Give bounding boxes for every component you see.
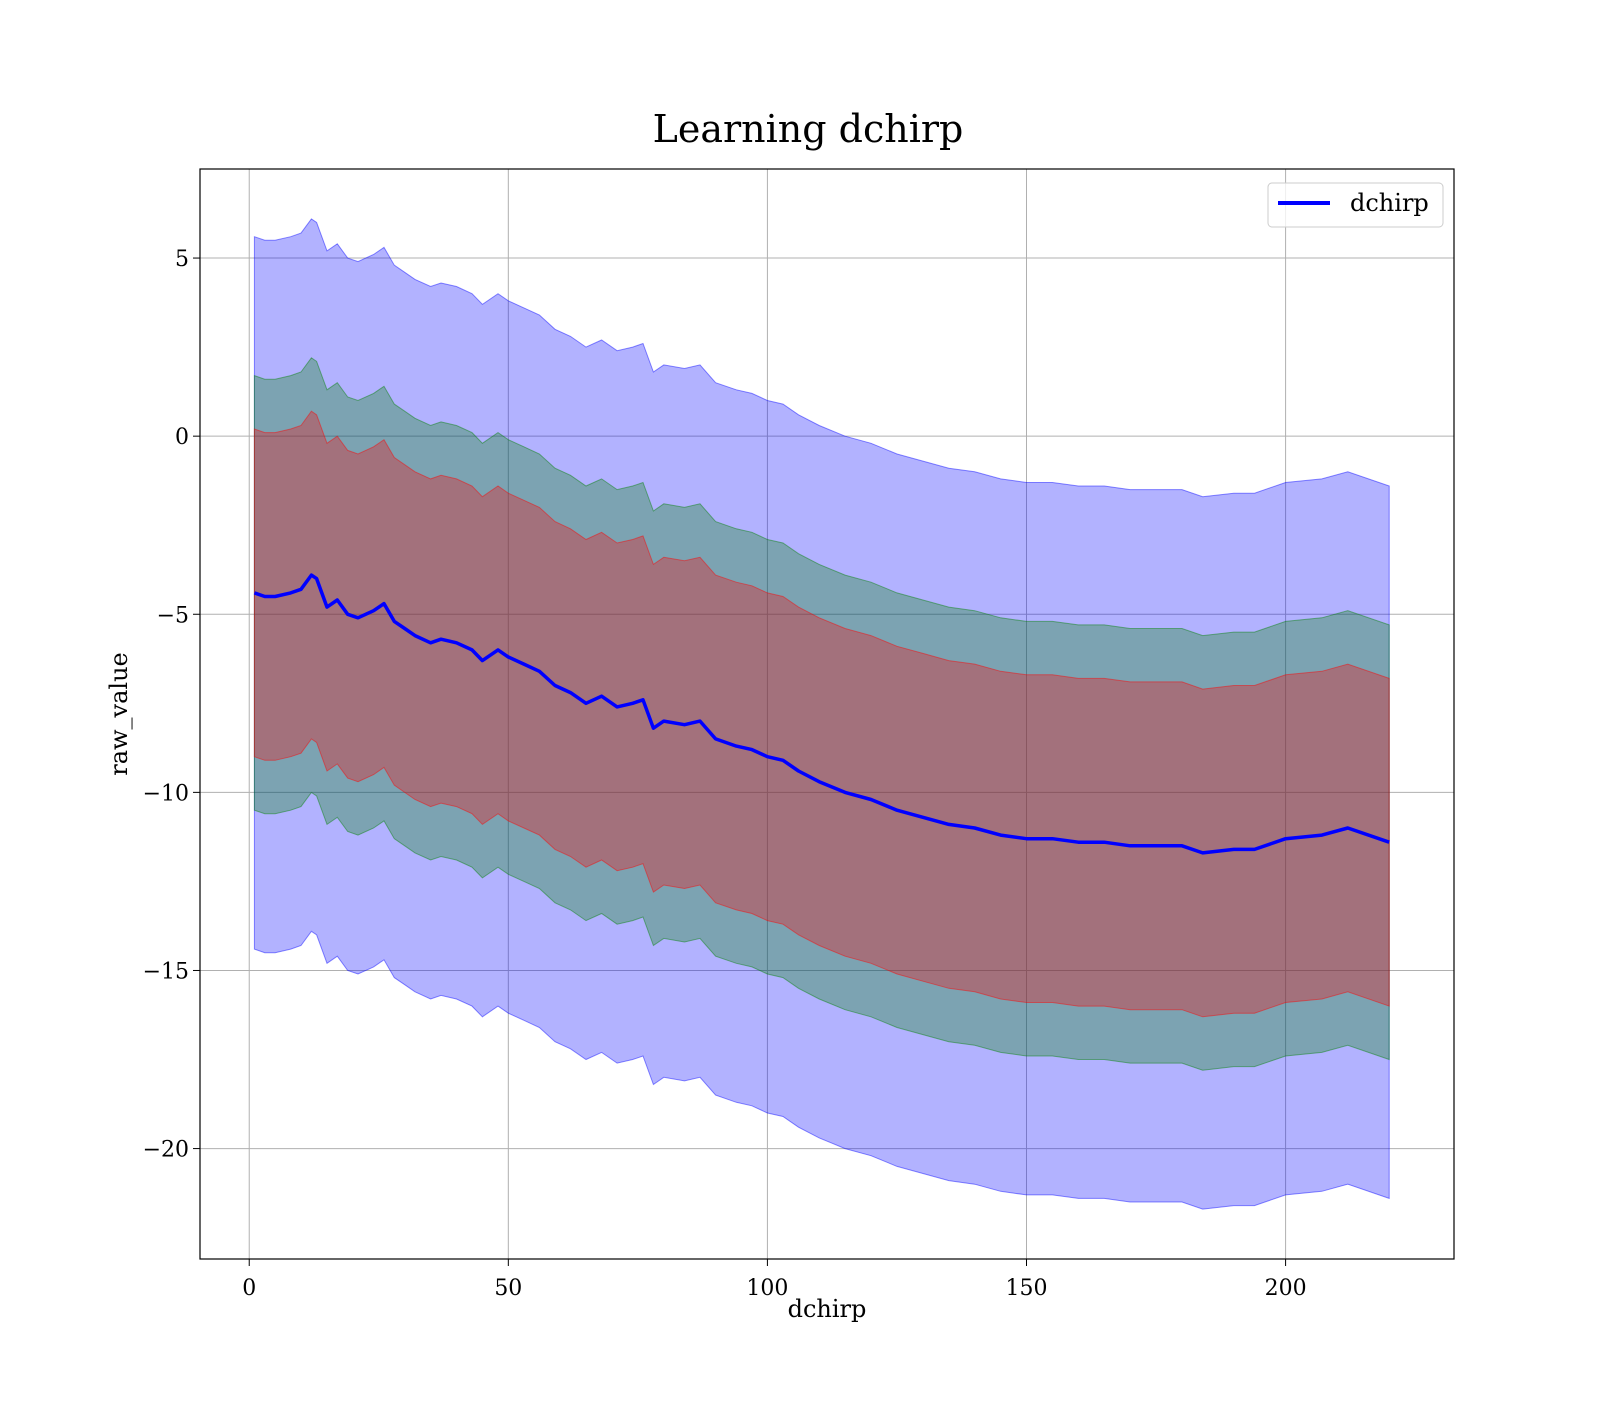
series-lines bbox=[253, 573, 1390, 855]
x-tick-label: 200 bbox=[1265, 1276, 1307, 1301]
y-tick-label: 0 bbox=[175, 425, 189, 450]
series-line-dchirp bbox=[253, 573, 1390, 855]
y-tick-label: −5 bbox=[157, 603, 189, 628]
x-axis-label: dchirp bbox=[788, 1295, 867, 1323]
legend-box bbox=[1267, 182, 1444, 228]
legend: dchirp bbox=[1267, 182, 1444, 228]
grid-lines bbox=[200, 169, 1454, 1259]
chart-title: Learning dchirp bbox=[653, 107, 964, 151]
x-tick-label: 50 bbox=[494, 1276, 522, 1301]
plot-frame bbox=[199, 168, 1455, 1260]
y-axis-label: raw_value bbox=[105, 652, 133, 776]
y-tick-label: −20 bbox=[143, 1138, 189, 1163]
x-tick-label: 100 bbox=[746, 1276, 788, 1301]
band-inner bbox=[253, 410, 1390, 1018]
legend-label-dchirp: dchirp bbox=[1350, 189, 1429, 217]
y-tick-label: −10 bbox=[143, 781, 189, 806]
y-tick-label: −15 bbox=[143, 959, 189, 984]
band-outer bbox=[253, 218, 1390, 1210]
x-tick-label: 0 bbox=[242, 1276, 256, 1301]
x-tick-label: 150 bbox=[1006, 1276, 1048, 1301]
confidence-bands bbox=[253, 218, 1390, 1210]
band-middle bbox=[253, 357, 1390, 1071]
y-tick-label: 5 bbox=[175, 247, 189, 272]
